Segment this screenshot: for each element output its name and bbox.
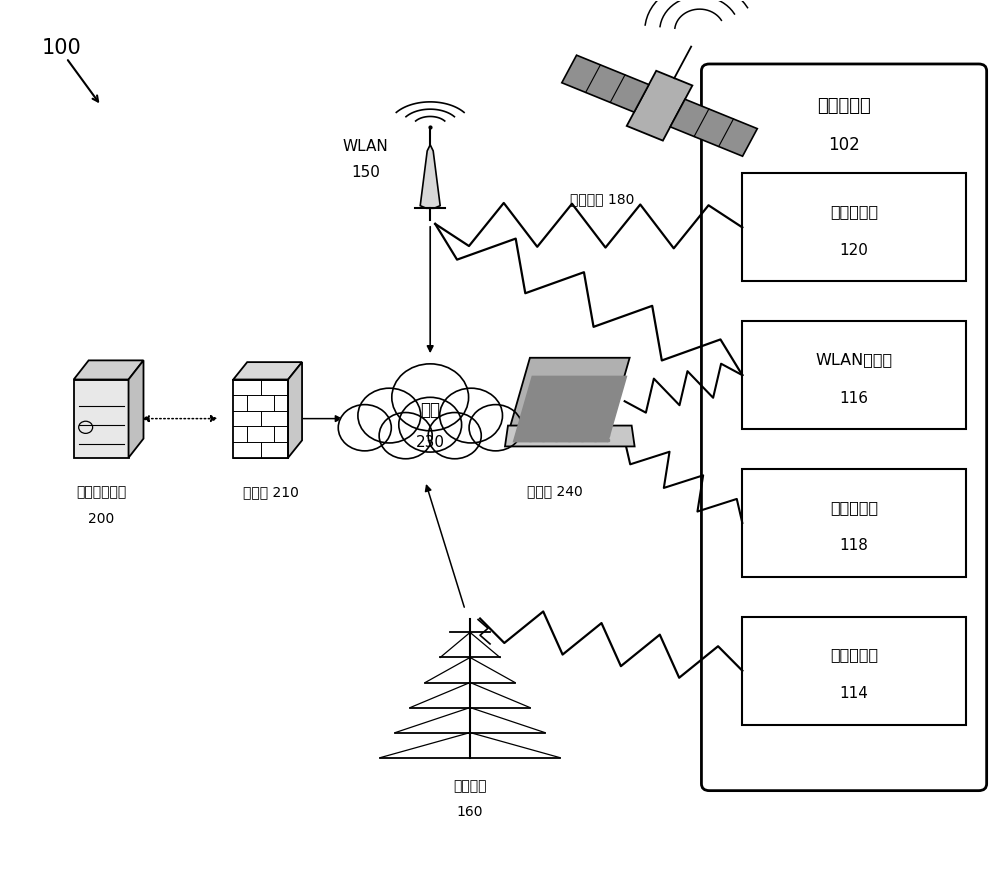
Polygon shape xyxy=(74,360,143,379)
Text: 计算机 240: 计算机 240 xyxy=(527,484,583,498)
Text: 卫星网络 180: 卫星网络 180 xyxy=(570,193,634,207)
Polygon shape xyxy=(562,55,649,112)
FancyBboxPatch shape xyxy=(742,617,966,725)
Circle shape xyxy=(392,364,469,431)
Text: WLAN收发器: WLAN收发器 xyxy=(815,352,893,367)
Circle shape xyxy=(358,388,421,443)
FancyBboxPatch shape xyxy=(742,174,966,282)
Bar xyxy=(233,379,288,458)
Polygon shape xyxy=(233,362,302,379)
Text: 102: 102 xyxy=(828,136,860,154)
Bar xyxy=(74,379,129,458)
Polygon shape xyxy=(288,362,302,458)
Text: 200: 200 xyxy=(88,512,114,526)
Circle shape xyxy=(440,388,502,443)
Polygon shape xyxy=(505,426,635,446)
Text: 150: 150 xyxy=(351,165,380,180)
Text: 114: 114 xyxy=(840,686,868,701)
Polygon shape xyxy=(510,358,630,427)
Polygon shape xyxy=(627,71,692,140)
Circle shape xyxy=(338,405,391,451)
Circle shape xyxy=(379,412,432,459)
Polygon shape xyxy=(129,360,143,458)
Polygon shape xyxy=(420,145,440,208)
Text: 蜂窝网络: 蜂窝网络 xyxy=(453,780,487,794)
Text: 120: 120 xyxy=(840,242,868,258)
Text: 100: 100 xyxy=(41,37,81,58)
Polygon shape xyxy=(513,376,627,442)
Text: 防火墙 210: 防火墙 210 xyxy=(243,486,299,500)
Text: 网络: 网络 xyxy=(420,401,440,419)
Text: 蓝牙收发器: 蓝牙收发器 xyxy=(830,500,878,514)
Text: 230: 230 xyxy=(416,435,445,451)
Text: 移动收发器: 移动收发器 xyxy=(817,97,871,115)
Text: 卫星接收器: 卫星接收器 xyxy=(830,204,878,219)
Text: WLAN: WLAN xyxy=(342,139,388,153)
FancyBboxPatch shape xyxy=(701,64,987,791)
Circle shape xyxy=(469,405,522,451)
Text: 160: 160 xyxy=(457,805,483,819)
Circle shape xyxy=(428,412,481,459)
Text: 116: 116 xyxy=(840,391,869,405)
FancyBboxPatch shape xyxy=(742,321,966,429)
Text: 118: 118 xyxy=(840,538,868,554)
Text: 蜂窝收发器: 蜂窝收发器 xyxy=(830,648,878,663)
Circle shape xyxy=(399,398,462,452)
Text: 资产跟踪服务: 资产跟踪服务 xyxy=(76,486,126,500)
FancyBboxPatch shape xyxy=(742,469,966,576)
Polygon shape xyxy=(670,99,757,156)
